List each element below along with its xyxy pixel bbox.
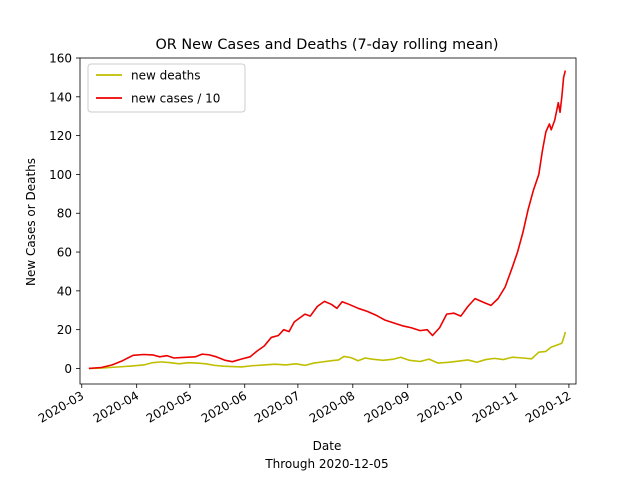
x-axis-sublabel: Through 2020-12-05 [264,457,388,471]
y-tick-label: 20 [57,323,72,337]
plot-area [79,57,577,385]
x-tick-label: 2020-10 [415,388,465,425]
legend-label: new cases / 10 [131,92,220,106]
chart-title: OR New Cases and Deaths (7-day rolling m… [155,37,498,53]
x-tick-label: 2020-06 [199,388,249,425]
x-tick-label: 2020-03 [36,388,86,425]
y-axis: 0 20 40 60 80 100 120 140 160 [49,52,80,376]
x-tick-label: 2020-04 [91,388,141,425]
x-tick-label: 2020-11 [470,388,520,425]
x-tick-label: 2020-05 [144,388,194,425]
y-tick-label: 0 [64,362,72,376]
y-axis-label: New Cases or Deaths [24,158,38,286]
legend-box [87,63,246,113]
x-tick-label: 2020-08 [307,388,357,425]
x-tick-label: 2020-07 [252,388,302,425]
series-line-new-cases [88,70,567,370]
y-tick-label: 140 [49,90,72,104]
y-tick-label: 40 [57,284,72,298]
legend: new deaths new cases / 10 [87,63,246,113]
x-tick-label: 2020-12 [523,388,573,425]
series-line-new-deaths [88,331,567,370]
y-tick-label: 100 [49,168,72,182]
y-tick-label: 80 [57,207,72,221]
y-tick-label: 120 [49,129,72,143]
y-tick-label: 160 [49,52,72,66]
legend-label: new deaths [131,69,201,83]
x-axis-label: Date [313,439,342,453]
plot-frame [79,57,577,385]
y-tick-label: 60 [57,246,72,260]
x-axis: 2020-03 2020-04 2020-05 2020-06 2020-07 2020-… [36,384,573,426]
x-tick-label: 2020-09 [362,388,412,425]
